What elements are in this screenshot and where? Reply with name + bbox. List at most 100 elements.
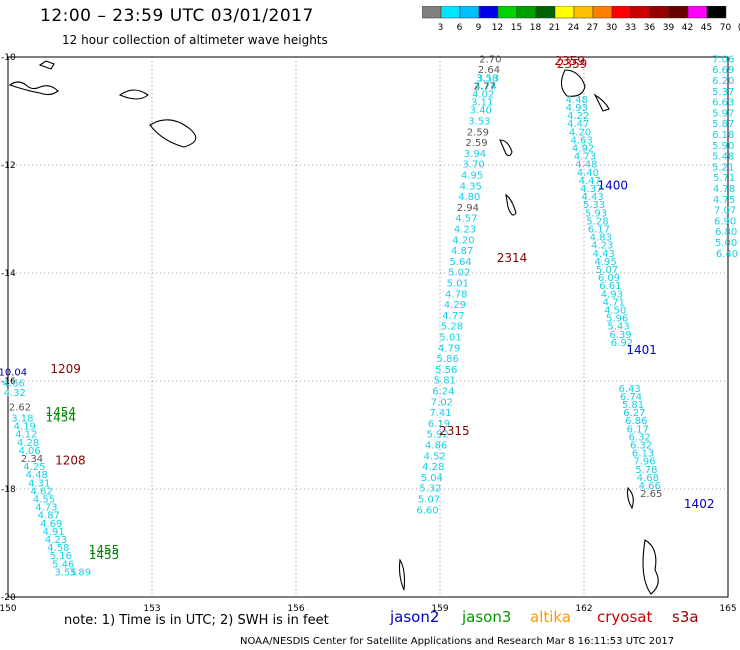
wave-height-value: 6.27: [623, 408, 645, 419]
colorbar-label: 24: [568, 23, 580, 32]
pass-time-label: 1455: [89, 548, 120, 562]
wave-height-value: 6.17: [627, 424, 649, 435]
chart-title: 12:00 – 23:59 UTC 03/01/2017: [40, 6, 314, 26]
wave-height-value: 5.16: [50, 551, 72, 562]
wave-height-value: 4.87: [451, 246, 473, 257]
pass-time-label: 1454: [46, 405, 77, 419]
wave-height-value: 4.47: [567, 119, 589, 130]
pass-time-label: 1401: [626, 343, 657, 357]
wave-height-value: 5.78: [635, 465, 657, 476]
colorbar-label: 39: [663, 23, 675, 32]
colorbar-label: 6: [457, 23, 463, 32]
coastline: [560, 69, 586, 97]
wave-height-value: 5.04: [421, 473, 443, 484]
satellite-name-jason2: jason2: [390, 608, 440, 626]
wave-height-value: 4.92: [572, 144, 594, 155]
wave-height-value: 4.19: [14, 422, 36, 433]
wave-height-value: 5.01: [439, 333, 461, 344]
wave-height-value: 5.07: [418, 495, 440, 506]
wave-height-value: 4.12: [15, 430, 37, 441]
pass-time-label: 1209: [50, 362, 81, 376]
y-tick-label: -20: [1, 593, 16, 603]
wave-height-value: 6.90: [714, 216, 736, 227]
pass-time-label: 2315: [439, 424, 470, 438]
wave-height-value: 6.24: [432, 387, 454, 398]
wave-height-value: 4.57: [455, 214, 477, 225]
wave-height-value: 5.46: [52, 559, 74, 570]
wave-height-value: 4.31: [28, 478, 50, 489]
colorbar-label: 70: [720, 23, 732, 32]
wave-height-value: 4.91: [42, 527, 64, 538]
pass-time-label: 2359: [554, 54, 585, 68]
colorbar-label: 12: [492, 23, 503, 32]
coastline: [593, 93, 610, 112]
satellite-name-s3a: s3a: [672, 608, 699, 626]
wave-height-value: 2.65: [640, 489, 662, 500]
wave-height-value: 5.28: [441, 322, 463, 333]
wave-height-value: 4.37: [580, 184, 602, 195]
wave-height-value: 4.69: [40, 519, 62, 530]
wave-height-value: 6.80: [715, 227, 737, 238]
wave-height-value: 6.17: [588, 225, 610, 236]
wave-height-value: 4.77: [442, 311, 464, 322]
wave-height-value: 3.13: [477, 73, 499, 84]
coastline: [398, 558, 406, 591]
wave-height-value: 4.86: [425, 441, 447, 452]
colorbar-label: 3: [438, 23, 444, 32]
wave-height-value: 10.04: [0, 368, 27, 379]
y-tick-label: -10: [1, 53, 16, 63]
wave-height-value: 5.01: [447, 279, 469, 290]
colorbar-label: (ft): [738, 23, 740, 32]
wave-height-value: 4.48: [566, 95, 588, 106]
wave-height-value: 4.95: [594, 257, 616, 268]
wave-height-value: 6.43: [618, 384, 640, 395]
wave-height-value: 6.13: [632, 449, 654, 460]
wave-height-value: 4.23: [45, 535, 67, 546]
wave-height-value: 5.32: [419, 484, 441, 495]
wave-height-value: 6.09: [598, 273, 620, 284]
wave-height-value: 4.93: [566, 103, 588, 114]
colorbar-label: 18: [530, 23, 542, 32]
colorbar-label: 21: [549, 23, 560, 32]
wave-height-value: 5.56: [435, 365, 457, 376]
pass-time-label: 1208: [55, 454, 86, 468]
wave-height-value: 6.63: [712, 98, 734, 109]
wave-height-value: 6.20: [712, 76, 734, 87]
wave-height-value: 5.92: [426, 430, 448, 441]
wave-height-value: 2.70: [479, 54, 501, 65]
wave-height-value: 5.64: [450, 257, 472, 268]
wave-height-value: 4.80: [458, 192, 480, 203]
wave-height-value: 3.18: [11, 414, 33, 425]
y-tick-label: -18: [1, 485, 16, 495]
wave-height-value: 4.87: [38, 511, 60, 522]
wave-height-value: 5.02: [448, 268, 470, 279]
coastline: [499, 139, 513, 157]
wave-height-value: 4.02: [472, 90, 494, 101]
wave-height-value: 4.63: [570, 135, 592, 146]
wave-height-value: 4.43: [593, 249, 615, 260]
wave-height-value: 3.11: [471, 98, 493, 109]
colorbar-label: 30: [606, 23, 618, 32]
wave-height-value: 4.73: [574, 152, 596, 163]
wave-height-value: 2.59: [465, 138, 487, 149]
coastline: [38, 60, 55, 70]
wave-height-value: 2.64: [478, 65, 500, 76]
wave-height-value: 5.81: [622, 400, 644, 411]
wave-height-value: 5.07: [596, 265, 618, 276]
chart-subtitle: 12 hour collection of altimeter wave hei…: [62, 33, 328, 47]
wave-height-value: 4.28: [422, 462, 444, 473]
coastline: [118, 89, 149, 100]
y-tick-label: -12: [1, 161, 16, 171]
wave-height-value: 6.19: [428, 419, 450, 430]
pass-time-label: 1400: [598, 178, 629, 192]
wave-height-value: 5.97: [712, 108, 734, 119]
x-tick-label: 153: [143, 604, 160, 614]
wave-height-value: 5.37: [712, 87, 734, 98]
wave-height-value: 5.87: [712, 119, 734, 130]
wave-height-value: 3.53: [468, 117, 490, 128]
wave-height-value: 4.48: [575, 160, 597, 171]
y-tick-label: -14: [1, 269, 16, 279]
plot-frame: [7, 56, 729, 598]
colorbar-label: 36: [644, 23, 656, 32]
wave-height-value: 4.48: [26, 470, 48, 481]
